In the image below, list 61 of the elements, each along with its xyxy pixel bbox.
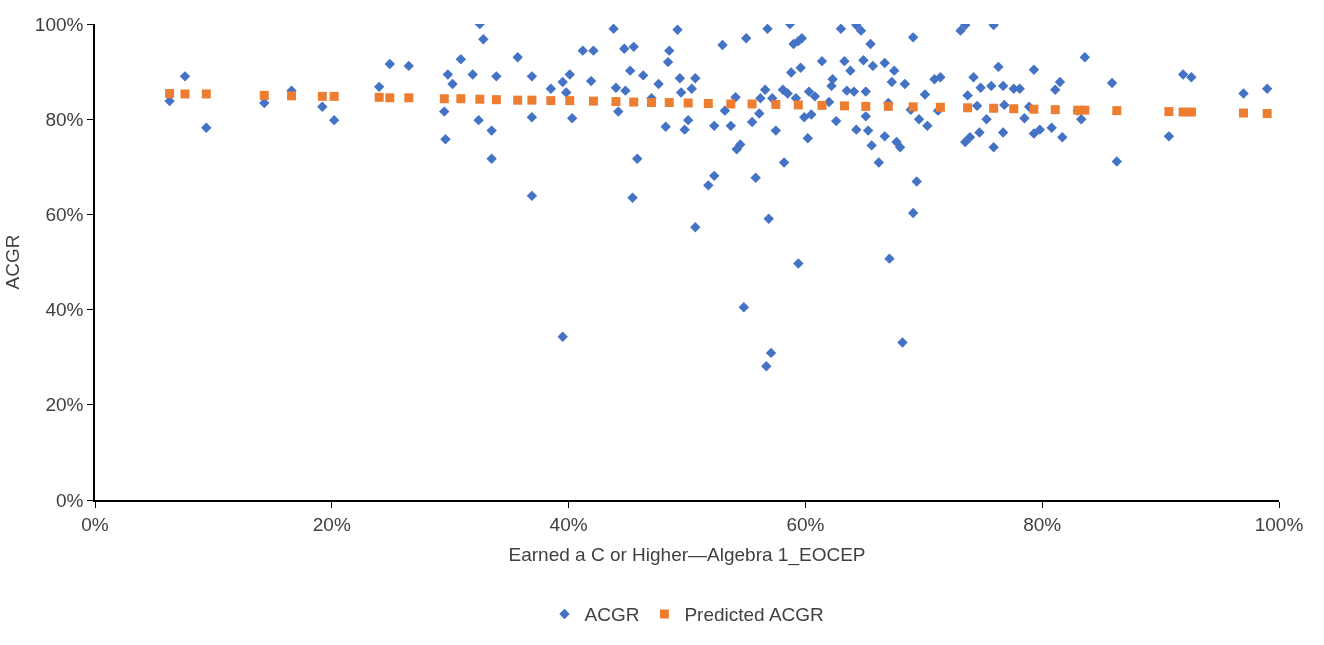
y-tick-label: 0% <box>55 489 84 511</box>
point <box>404 93 414 103</box>
point <box>839 101 849 111</box>
point <box>664 98 674 108</box>
point <box>1080 105 1090 115</box>
legend-label: ACGR <box>584 604 640 626</box>
x-tick-label: 0% <box>81 513 109 535</box>
point <box>611 97 621 107</box>
x-tick-label: 20% <box>312 513 351 535</box>
point <box>456 94 466 104</box>
point <box>374 92 384 102</box>
point <box>165 89 175 98</box>
x-tick-label: 60% <box>786 513 825 535</box>
point <box>546 96 556 106</box>
point <box>259 90 269 100</box>
x-tick-label: 80% <box>1023 513 1062 535</box>
point <box>646 98 656 108</box>
y-tick-label: 100% <box>34 13 84 35</box>
point <box>771 99 781 109</box>
point <box>565 96 575 106</box>
point <box>989 103 999 113</box>
y-tick-label: 20% <box>45 394 84 416</box>
point <box>1050 105 1060 115</box>
point <box>883 101 893 111</box>
point <box>329 91 339 101</box>
point <box>317 91 327 101</box>
point <box>1029 104 1039 114</box>
point <box>629 97 639 107</box>
point <box>1262 108 1272 118</box>
y-tick-label: 80% <box>45 108 84 130</box>
x-axis-title: Earned a C or Higher—Algebra 1_EOCEP <box>508 543 866 566</box>
point <box>726 99 736 109</box>
point <box>1009 104 1019 114</box>
point <box>747 99 757 109</box>
point <box>385 93 395 103</box>
point <box>180 89 190 99</box>
point <box>201 89 211 99</box>
point <box>439 94 449 104</box>
y-tick-label: 40% <box>45 299 84 321</box>
point <box>1186 107 1196 117</box>
point <box>703 98 713 108</box>
x-tick-label: 100% <box>1254 513 1304 535</box>
y-tick-label: 60% <box>45 204 84 226</box>
point <box>1238 108 1248 118</box>
point <box>491 95 501 105</box>
point <box>817 100 827 110</box>
point <box>683 98 693 108</box>
point <box>793 100 803 110</box>
point <box>588 96 598 106</box>
x-tick-label: 40% <box>549 513 588 535</box>
point <box>1112 106 1122 116</box>
point <box>861 101 871 111</box>
point <box>287 91 297 101</box>
point <box>475 94 485 104</box>
point <box>963 103 973 113</box>
point <box>935 102 945 112</box>
point <box>527 95 537 105</box>
y-axis-title: ACGR <box>2 234 24 290</box>
legend-label: Predicted ACGR <box>684 604 824 626</box>
point <box>513 95 523 105</box>
point <box>1164 107 1174 117</box>
